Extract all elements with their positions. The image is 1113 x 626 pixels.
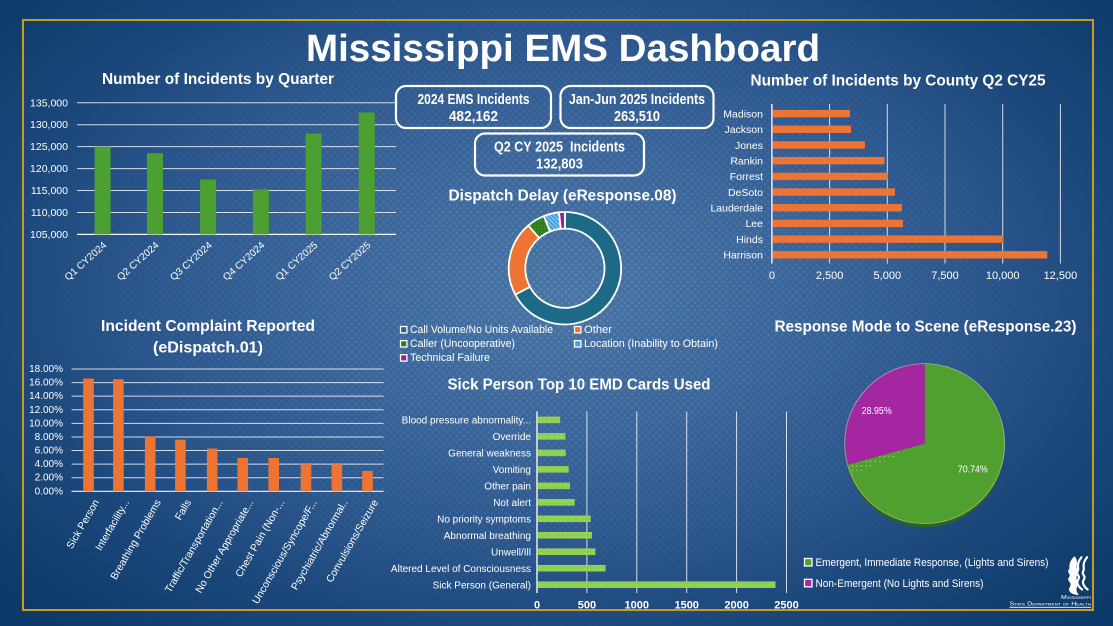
svg-text:State Department of Health: State Department of Health (1010, 601, 1092, 607)
svg-text:Abnormal breathing: Abnormal breathing (444, 531, 531, 542)
svg-text:Emergent, Immediate Response,: Emergent, Immediate Response, (Lights an… (816, 557, 1049, 569)
svg-text:Mississippi EMS Dashboard: Mississippi EMS Dashboard (306, 28, 820, 70)
svg-text:Sick Person (General): Sick Person (General) (433, 580, 531, 591)
svg-text:2000: 2000 (724, 600, 748, 612)
svg-text:Psychiatric/Abnormal..: Psychiatric/Abnormal.. (290, 498, 351, 592)
svg-text:Override: Override (493, 432, 532, 443)
svg-text:Hinds: Hinds (736, 234, 763, 246)
svg-text:Incident Complaint Reported: Incident Complaint Reported (101, 318, 315, 335)
svg-text:Blood pressure abnormality...: Blood pressure abnormality... (402, 416, 531, 427)
svg-text:(eDispatch.01): (eDispatch.01) (153, 340, 263, 357)
svg-text:5,000: 5,000 (874, 270, 902, 282)
svg-text:No priority symptoms: No priority symptoms (437, 514, 531, 525)
svg-text:Vomiting: Vomiting (493, 465, 531, 476)
svg-text:10,000: 10,000 (986, 270, 1020, 282)
svg-text:132,803: 132,803 (536, 157, 583, 173)
svg-text:Other pain: Other pain (484, 482, 531, 493)
svg-text:Number of Incidents by Quarter: Number of Incidents by Quarter (102, 71, 334, 88)
svg-text:Altered Level of Consciousness: Altered Level of Consciousness (391, 564, 531, 575)
svg-text:Unwell/Ill: Unwell/Ill (491, 547, 531, 558)
svg-text:10.00%: 10.00% (29, 418, 63, 429)
svg-text:Jones: Jones (735, 140, 763, 152)
svg-text:Harrison: Harrison (723, 250, 763, 262)
svg-text:Q1 CY2025: Q1 CY2025 (274, 240, 321, 283)
svg-text:Rankin: Rankin (730, 155, 763, 167)
svg-text:130,000: 130,000 (30, 119, 68, 131)
svg-text:Mississippi: Mississippi (1061, 595, 1091, 601)
svg-text:Number of Incidents by County: Number of Incidents by County Q2 CY25 (751, 73, 1046, 90)
svg-text:135,000: 135,000 (30, 97, 68, 109)
svg-text:2.00%: 2.00% (35, 473, 63, 484)
svg-text:Caller (Uncooperative): Caller (Uncooperative) (410, 338, 515, 350)
svg-text:110,000: 110,000 (31, 207, 68, 219)
svg-text:2,500: 2,500 (816, 270, 844, 282)
svg-text:DeSoto: DeSoto (728, 187, 763, 199)
svg-text:2024 EMS Incidents: 2024 EMS Incidents (418, 92, 530, 108)
svg-text:16.00%: 16.00% (29, 378, 63, 389)
svg-text:Other: Other (584, 324, 612, 336)
svg-text:115,000: 115,000 (31, 185, 68, 197)
svg-text:Q1 CY2024: Q1 CY2024 (63, 240, 110, 283)
svg-text:Jan-Jun 2025 Incidents: Jan-Jun 2025 Incidents (569, 92, 705, 108)
svg-text:1000: 1000 (625, 600, 649, 612)
svg-text:Response Mode to Scene (eRespo: Response Mode to Scene (eResponse.23) (775, 319, 1077, 336)
svg-text:Q2 CY2024: Q2 CY2024 (115, 240, 162, 283)
svg-text:70.74%: 70.74% (958, 464, 988, 475)
svg-text:482,162: 482,162 (449, 109, 498, 125)
svg-text:Non-Emergent (No Lights and Si: Non-Emergent (No Lights and Sirens) (816, 578, 984, 590)
svg-text:Q2 CY 2025 Incidents: Q2 CY 2025 Incidents (494, 140, 625, 156)
svg-text:Lee: Lee (745, 218, 763, 230)
svg-text:0: 0 (534, 600, 540, 612)
svg-text:Sick Person Top 10 EMD Cards U: Sick Person Top 10 EMD Cards Used (448, 377, 711, 394)
svg-text:Q2 CY2025: Q2 CY2025 (327, 240, 374, 283)
svg-text:Dispatch Delay (eResponse.08): Dispatch Delay (eResponse.08) (449, 188, 677, 205)
svg-text:Traffic/Transportation...: Traffic/Transportation... (164, 498, 226, 595)
svg-text:Call Volume/No Units Available: Call Volume/No Units Available (410, 324, 553, 336)
svg-text:1500: 1500 (674, 600, 698, 612)
svg-text:2500: 2500 (774, 600, 798, 612)
svg-text:Q4 CY2024: Q4 CY2024 (221, 240, 268, 283)
svg-text:Forrest: Forrest (730, 171, 763, 183)
svg-text:4.00%: 4.00% (35, 459, 63, 470)
svg-text:0.00%: 0.00% (35, 486, 63, 497)
svg-text:105,000: 105,000 (30, 229, 68, 241)
svg-text:8.00%: 8.00% (35, 432, 63, 443)
svg-text:125,000: 125,000 (30, 141, 68, 153)
svg-text:No Other Appropriate...: No Other Appropriate... (194, 498, 256, 595)
svg-text:0: 0 (769, 270, 775, 282)
svg-text:Location (Inability to Obtain): Location (Inability to Obtain) (584, 338, 718, 350)
svg-text:Technical Failure: Technical Failure (410, 352, 490, 364)
svg-text:12,500: 12,500 (1044, 270, 1078, 282)
svg-text:14.00%: 14.00% (29, 391, 63, 402)
svg-text:Jackson: Jackson (724, 124, 763, 136)
svg-text:Not alert: Not alert (493, 498, 531, 509)
svg-text:12.00%: 12.00% (29, 405, 63, 416)
svg-text:7,500: 7,500 (931, 270, 959, 282)
svg-text:263,510: 263,510 (614, 109, 660, 125)
svg-text:Falls: Falls (174, 498, 194, 522)
svg-text:500: 500 (578, 600, 596, 612)
svg-text:120,000: 120,000 (30, 163, 68, 175)
svg-text:18.00%: 18.00% (29, 364, 63, 375)
svg-text:6.00%: 6.00% (35, 446, 63, 457)
svg-text:28.95%: 28.95% (862, 406, 892, 417)
svg-text:Madison: Madison (723, 108, 763, 120)
svg-text:Lauderdale: Lauderdale (710, 203, 763, 215)
svg-text:Q3 CY2024: Q3 CY2024 (168, 240, 215, 283)
svg-text:General weakness: General weakness (448, 449, 531, 460)
